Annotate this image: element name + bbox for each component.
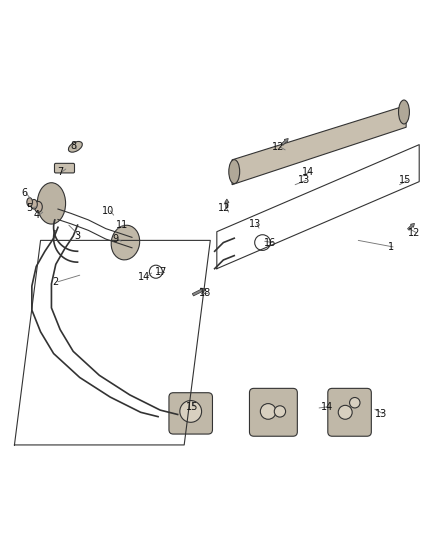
FancyArrow shape [281, 139, 288, 146]
FancyBboxPatch shape [250, 389, 297, 436]
Text: 18: 18 [199, 288, 211, 298]
Text: 3: 3 [74, 231, 81, 241]
Ellipse shape [37, 183, 66, 224]
FancyBboxPatch shape [169, 393, 212, 434]
Polygon shape [232, 106, 406, 184]
Text: 12: 12 [272, 142, 284, 152]
Text: 17: 17 [155, 266, 168, 277]
FancyBboxPatch shape [328, 389, 371, 436]
Text: 13: 13 [375, 409, 387, 418]
Circle shape [338, 405, 352, 419]
Circle shape [260, 403, 276, 419]
Ellipse shape [111, 225, 140, 260]
Text: 13: 13 [298, 175, 310, 185]
Text: 6: 6 [21, 188, 27, 198]
Text: 9: 9 [113, 234, 119, 244]
Ellipse shape [35, 201, 42, 212]
Text: 13: 13 [248, 219, 261, 229]
Text: 14: 14 [138, 272, 150, 282]
Text: 7: 7 [57, 167, 63, 176]
FancyArrow shape [407, 223, 414, 230]
Ellipse shape [229, 160, 240, 183]
Text: 15: 15 [186, 402, 198, 411]
Text: 16: 16 [264, 238, 276, 247]
FancyBboxPatch shape [54, 163, 74, 173]
Text: 2: 2 [53, 277, 59, 287]
Ellipse shape [27, 198, 32, 206]
Circle shape [350, 398, 360, 408]
Text: 14: 14 [302, 167, 314, 176]
Circle shape [180, 400, 201, 422]
Text: 10: 10 [102, 206, 114, 216]
Text: 8: 8 [70, 141, 76, 150]
Text: 5: 5 [27, 203, 33, 213]
Text: 1: 1 [388, 242, 394, 252]
Ellipse shape [68, 141, 82, 152]
Text: 14: 14 [321, 402, 333, 411]
Text: 11: 11 [116, 220, 128, 230]
Text: 15: 15 [399, 175, 411, 185]
FancyArrow shape [192, 288, 205, 296]
FancyArrow shape [225, 199, 229, 208]
Text: 12: 12 [408, 228, 420, 238]
Ellipse shape [399, 100, 410, 124]
Text: 12: 12 [218, 203, 230, 213]
Ellipse shape [31, 199, 37, 209]
Text: 4: 4 [34, 210, 40, 220]
Circle shape [274, 406, 286, 417]
